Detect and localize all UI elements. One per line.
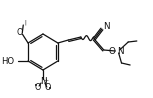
Text: O: O (35, 83, 41, 92)
Text: O: O (45, 83, 51, 93)
Text: •: • (48, 86, 52, 92)
Text: O: O (17, 28, 23, 36)
Text: +: + (43, 78, 48, 83)
Text: N: N (117, 46, 124, 55)
Text: •: • (34, 83, 38, 89)
Text: O: O (109, 46, 116, 55)
Text: |: | (24, 20, 26, 25)
Text: N: N (103, 21, 109, 30)
Text: HO: HO (2, 57, 15, 65)
Text: N: N (40, 78, 46, 87)
